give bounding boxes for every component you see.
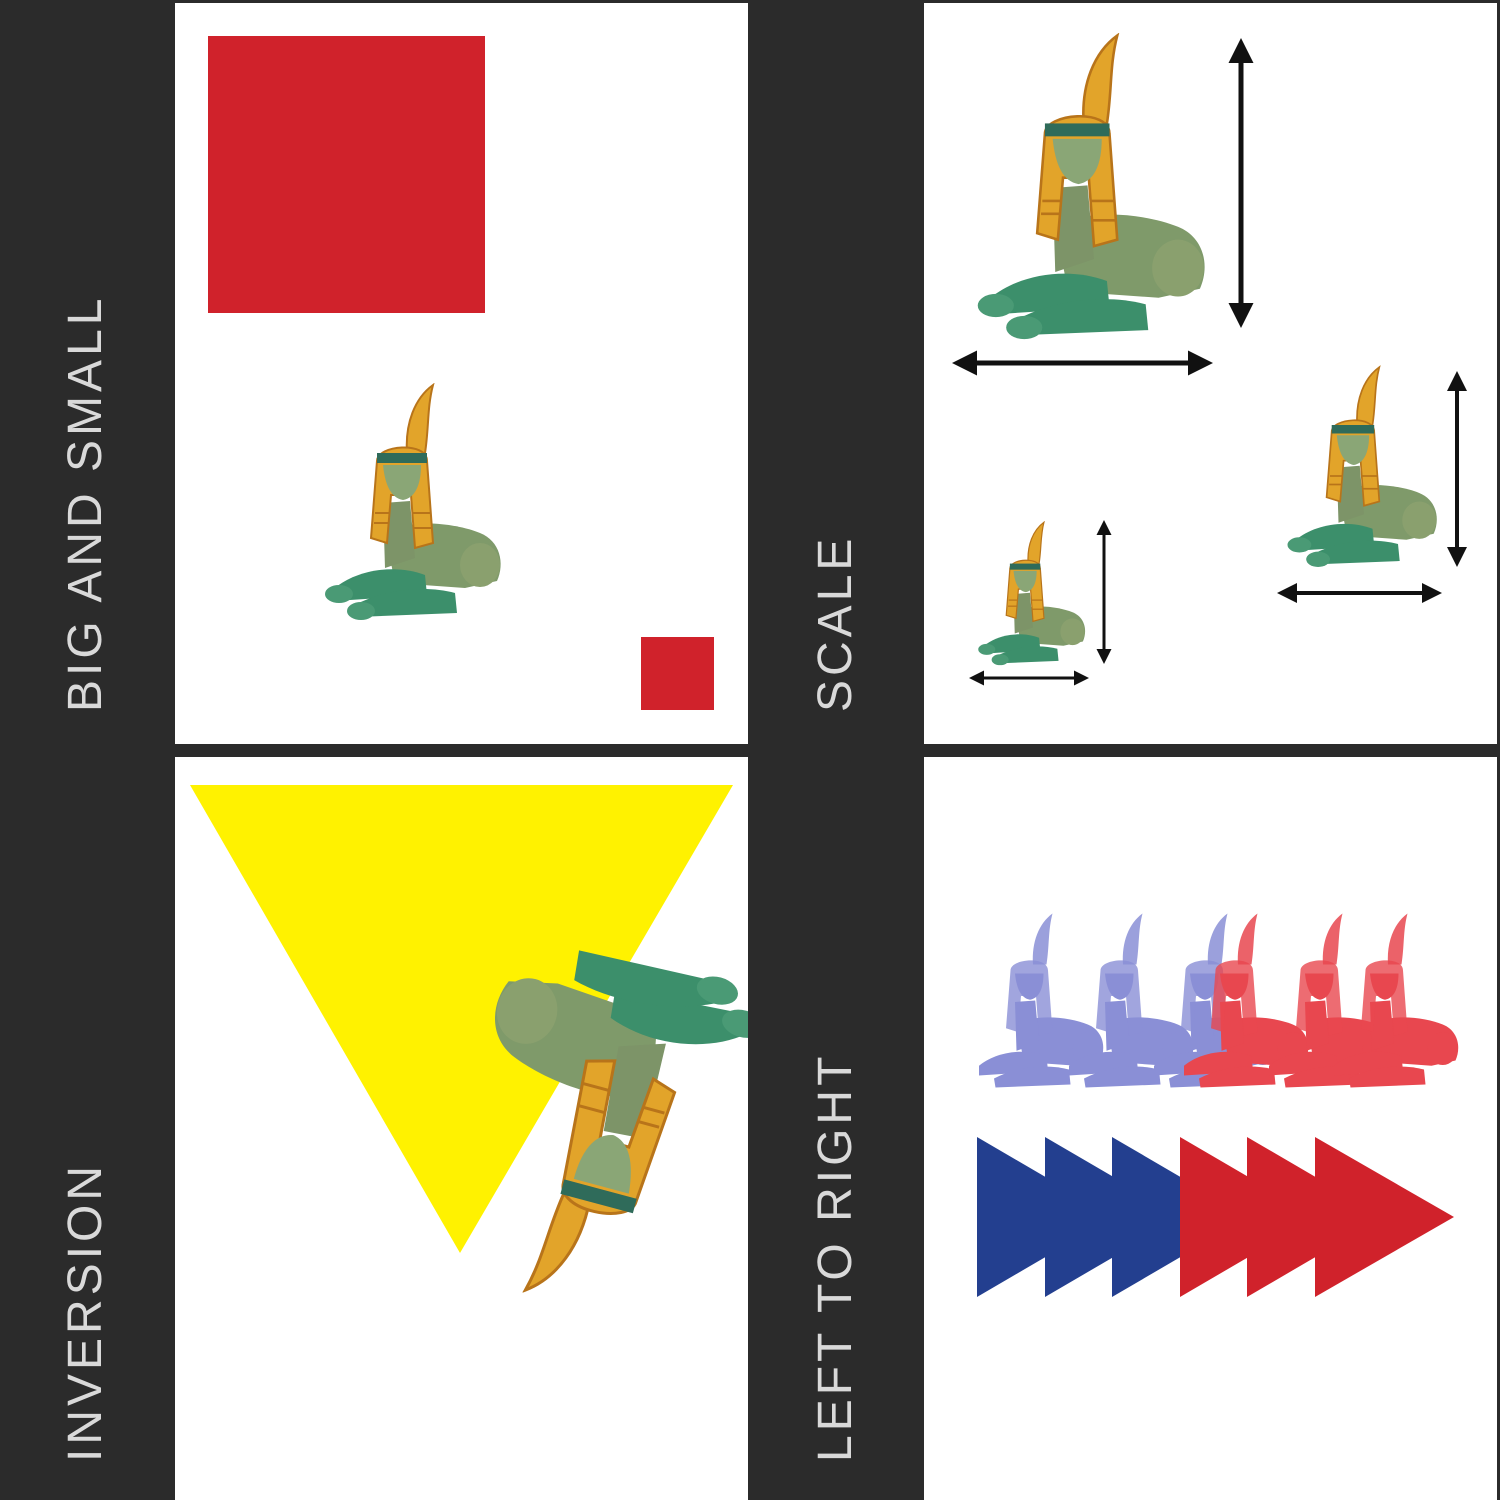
yellow-inverted-triangle bbox=[190, 785, 733, 1253]
arrowhead-red-3 bbox=[1315, 1137, 1454, 1297]
sphinx-red-3 bbox=[1334, 914, 1458, 1088]
label-inversion: INVERSION bbox=[59, 1161, 112, 1462]
panel-left-to-right bbox=[924, 757, 1497, 1500]
sphinx-medium bbox=[1288, 367, 1437, 567]
panel-scale bbox=[924, 3, 1497, 744]
small-red-square bbox=[641, 637, 714, 710]
large-red-square bbox=[208, 36, 485, 313]
big-and-small-art bbox=[208, 36, 714, 710]
label-left-to-right: LEFT TO RIGHT bbox=[809, 1052, 862, 1462]
inversion-art bbox=[190, 785, 748, 1500]
sphinx-figure bbox=[325, 385, 501, 620]
left-label-strip bbox=[0, 0, 175, 1500]
sphinx-small bbox=[978, 522, 1085, 665]
sphinx-large bbox=[978, 36, 1205, 340]
panel-big-and-small bbox=[175, 3, 748, 744]
left-to-right-art bbox=[977, 757, 1497, 1297]
label-big-and-small: BIG AND SMALL bbox=[59, 294, 112, 712]
label-scale: SCALE bbox=[809, 534, 862, 712]
panel-inversion bbox=[175, 757, 748, 1500]
scale-art bbox=[952, 3, 1467, 686]
